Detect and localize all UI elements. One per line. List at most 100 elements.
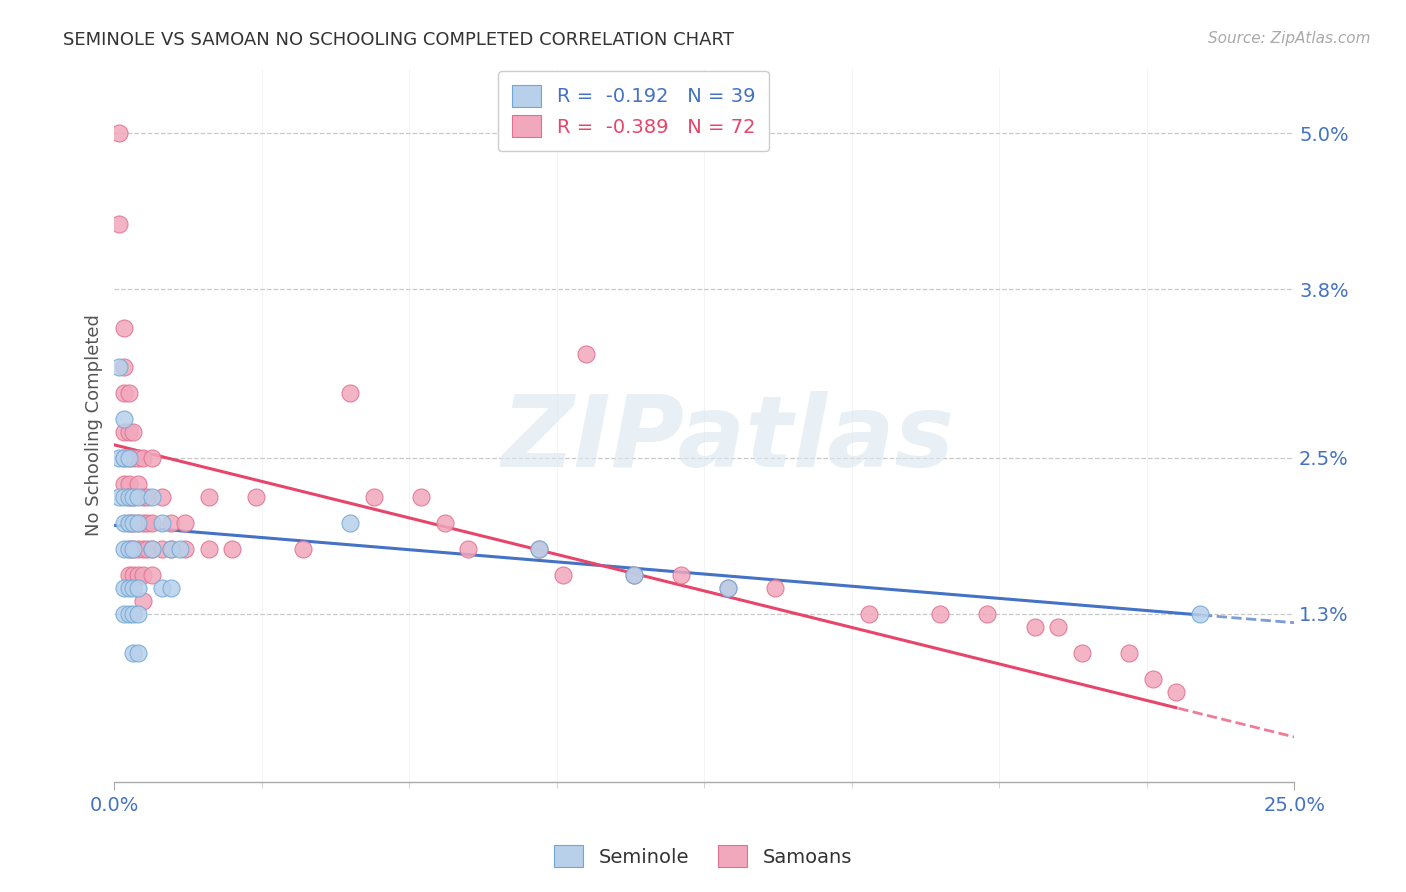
Point bbox=[527, 541, 550, 556]
Point bbox=[976, 607, 998, 621]
Point bbox=[122, 567, 145, 582]
Point bbox=[117, 386, 139, 401]
Point bbox=[117, 425, 139, 439]
Point bbox=[127, 490, 149, 504]
Point bbox=[174, 516, 197, 530]
Point bbox=[198, 541, 221, 556]
Point bbox=[117, 450, 139, 465]
Point bbox=[160, 516, 183, 530]
Point bbox=[112, 541, 135, 556]
Point bbox=[1070, 646, 1092, 660]
Point bbox=[112, 476, 135, 491]
Point bbox=[122, 541, 145, 556]
Point bbox=[112, 450, 135, 465]
Point bbox=[292, 541, 315, 556]
Point bbox=[132, 516, 155, 530]
Point bbox=[122, 490, 145, 504]
Point bbox=[122, 516, 145, 530]
Text: ZIPatlas: ZIPatlas bbox=[502, 392, 955, 488]
Point bbox=[122, 450, 145, 465]
Point bbox=[122, 581, 145, 595]
Point bbox=[150, 516, 173, 530]
Point bbox=[457, 541, 479, 556]
Point bbox=[127, 516, 149, 530]
Point bbox=[112, 516, 135, 530]
Point bbox=[150, 541, 173, 556]
Point bbox=[132, 450, 155, 465]
Point bbox=[169, 541, 191, 556]
Point bbox=[669, 567, 692, 582]
Point bbox=[127, 516, 149, 530]
Point bbox=[245, 490, 267, 504]
Point bbox=[122, 490, 145, 504]
Point bbox=[717, 581, 740, 595]
Y-axis label: No Schooling Completed: No Schooling Completed bbox=[86, 315, 103, 536]
Point bbox=[108, 490, 131, 504]
Point bbox=[112, 450, 135, 465]
Point bbox=[136, 541, 159, 556]
Point bbox=[929, 607, 952, 621]
Point bbox=[112, 425, 135, 439]
Point bbox=[117, 450, 139, 465]
Point bbox=[1118, 646, 1140, 660]
Point bbox=[763, 581, 786, 595]
Text: SEMINOLE VS SAMOAN NO SCHOOLING COMPLETED CORRELATION CHART: SEMINOLE VS SAMOAN NO SCHOOLING COMPLETE… bbox=[63, 31, 734, 49]
Point bbox=[117, 607, 139, 621]
Point bbox=[127, 541, 149, 556]
Point bbox=[623, 567, 645, 582]
Point bbox=[132, 593, 155, 607]
Point bbox=[117, 476, 139, 491]
Point bbox=[132, 490, 155, 504]
Point bbox=[433, 516, 456, 530]
Point bbox=[141, 516, 163, 530]
Point bbox=[127, 646, 149, 660]
Point bbox=[112, 386, 135, 401]
Point bbox=[150, 490, 173, 504]
Point bbox=[174, 541, 197, 556]
Point bbox=[1166, 684, 1188, 698]
Point bbox=[112, 412, 135, 426]
Point bbox=[117, 541, 139, 556]
Point bbox=[160, 581, 183, 595]
Point bbox=[122, 541, 145, 556]
Point bbox=[112, 321, 135, 335]
Point bbox=[136, 516, 159, 530]
Point bbox=[108, 359, 131, 374]
Point bbox=[117, 490, 139, 504]
Point bbox=[141, 490, 163, 504]
Point bbox=[1024, 619, 1046, 633]
Point bbox=[108, 217, 131, 231]
Point bbox=[363, 490, 385, 504]
Point bbox=[108, 450, 131, 465]
Point bbox=[527, 541, 550, 556]
Point bbox=[122, 425, 145, 439]
Point bbox=[623, 567, 645, 582]
Point bbox=[339, 516, 361, 530]
Legend: R =  -0.192   N = 39, R =  -0.389   N = 72: R = -0.192 N = 39, R = -0.389 N = 72 bbox=[498, 71, 769, 151]
Point bbox=[127, 607, 149, 621]
Point bbox=[117, 516, 139, 530]
Legend: Seminole, Samoans: Seminole, Samoans bbox=[546, 837, 860, 875]
Point bbox=[112, 359, 135, 374]
Point bbox=[122, 516, 145, 530]
Point bbox=[1142, 672, 1164, 686]
Point bbox=[1188, 607, 1211, 621]
Point bbox=[127, 581, 149, 595]
Point bbox=[117, 516, 139, 530]
Point bbox=[141, 567, 163, 582]
Point bbox=[141, 450, 163, 465]
Point bbox=[160, 541, 183, 556]
Point bbox=[150, 581, 173, 595]
Point bbox=[127, 476, 149, 491]
Point bbox=[112, 581, 135, 595]
Point bbox=[117, 490, 139, 504]
Point bbox=[112, 490, 135, 504]
Point bbox=[117, 567, 139, 582]
Point bbox=[132, 541, 155, 556]
Point bbox=[127, 567, 149, 582]
Point bbox=[717, 581, 740, 595]
Point bbox=[136, 490, 159, 504]
Point bbox=[122, 607, 145, 621]
Point bbox=[198, 490, 221, 504]
Point bbox=[141, 541, 163, 556]
